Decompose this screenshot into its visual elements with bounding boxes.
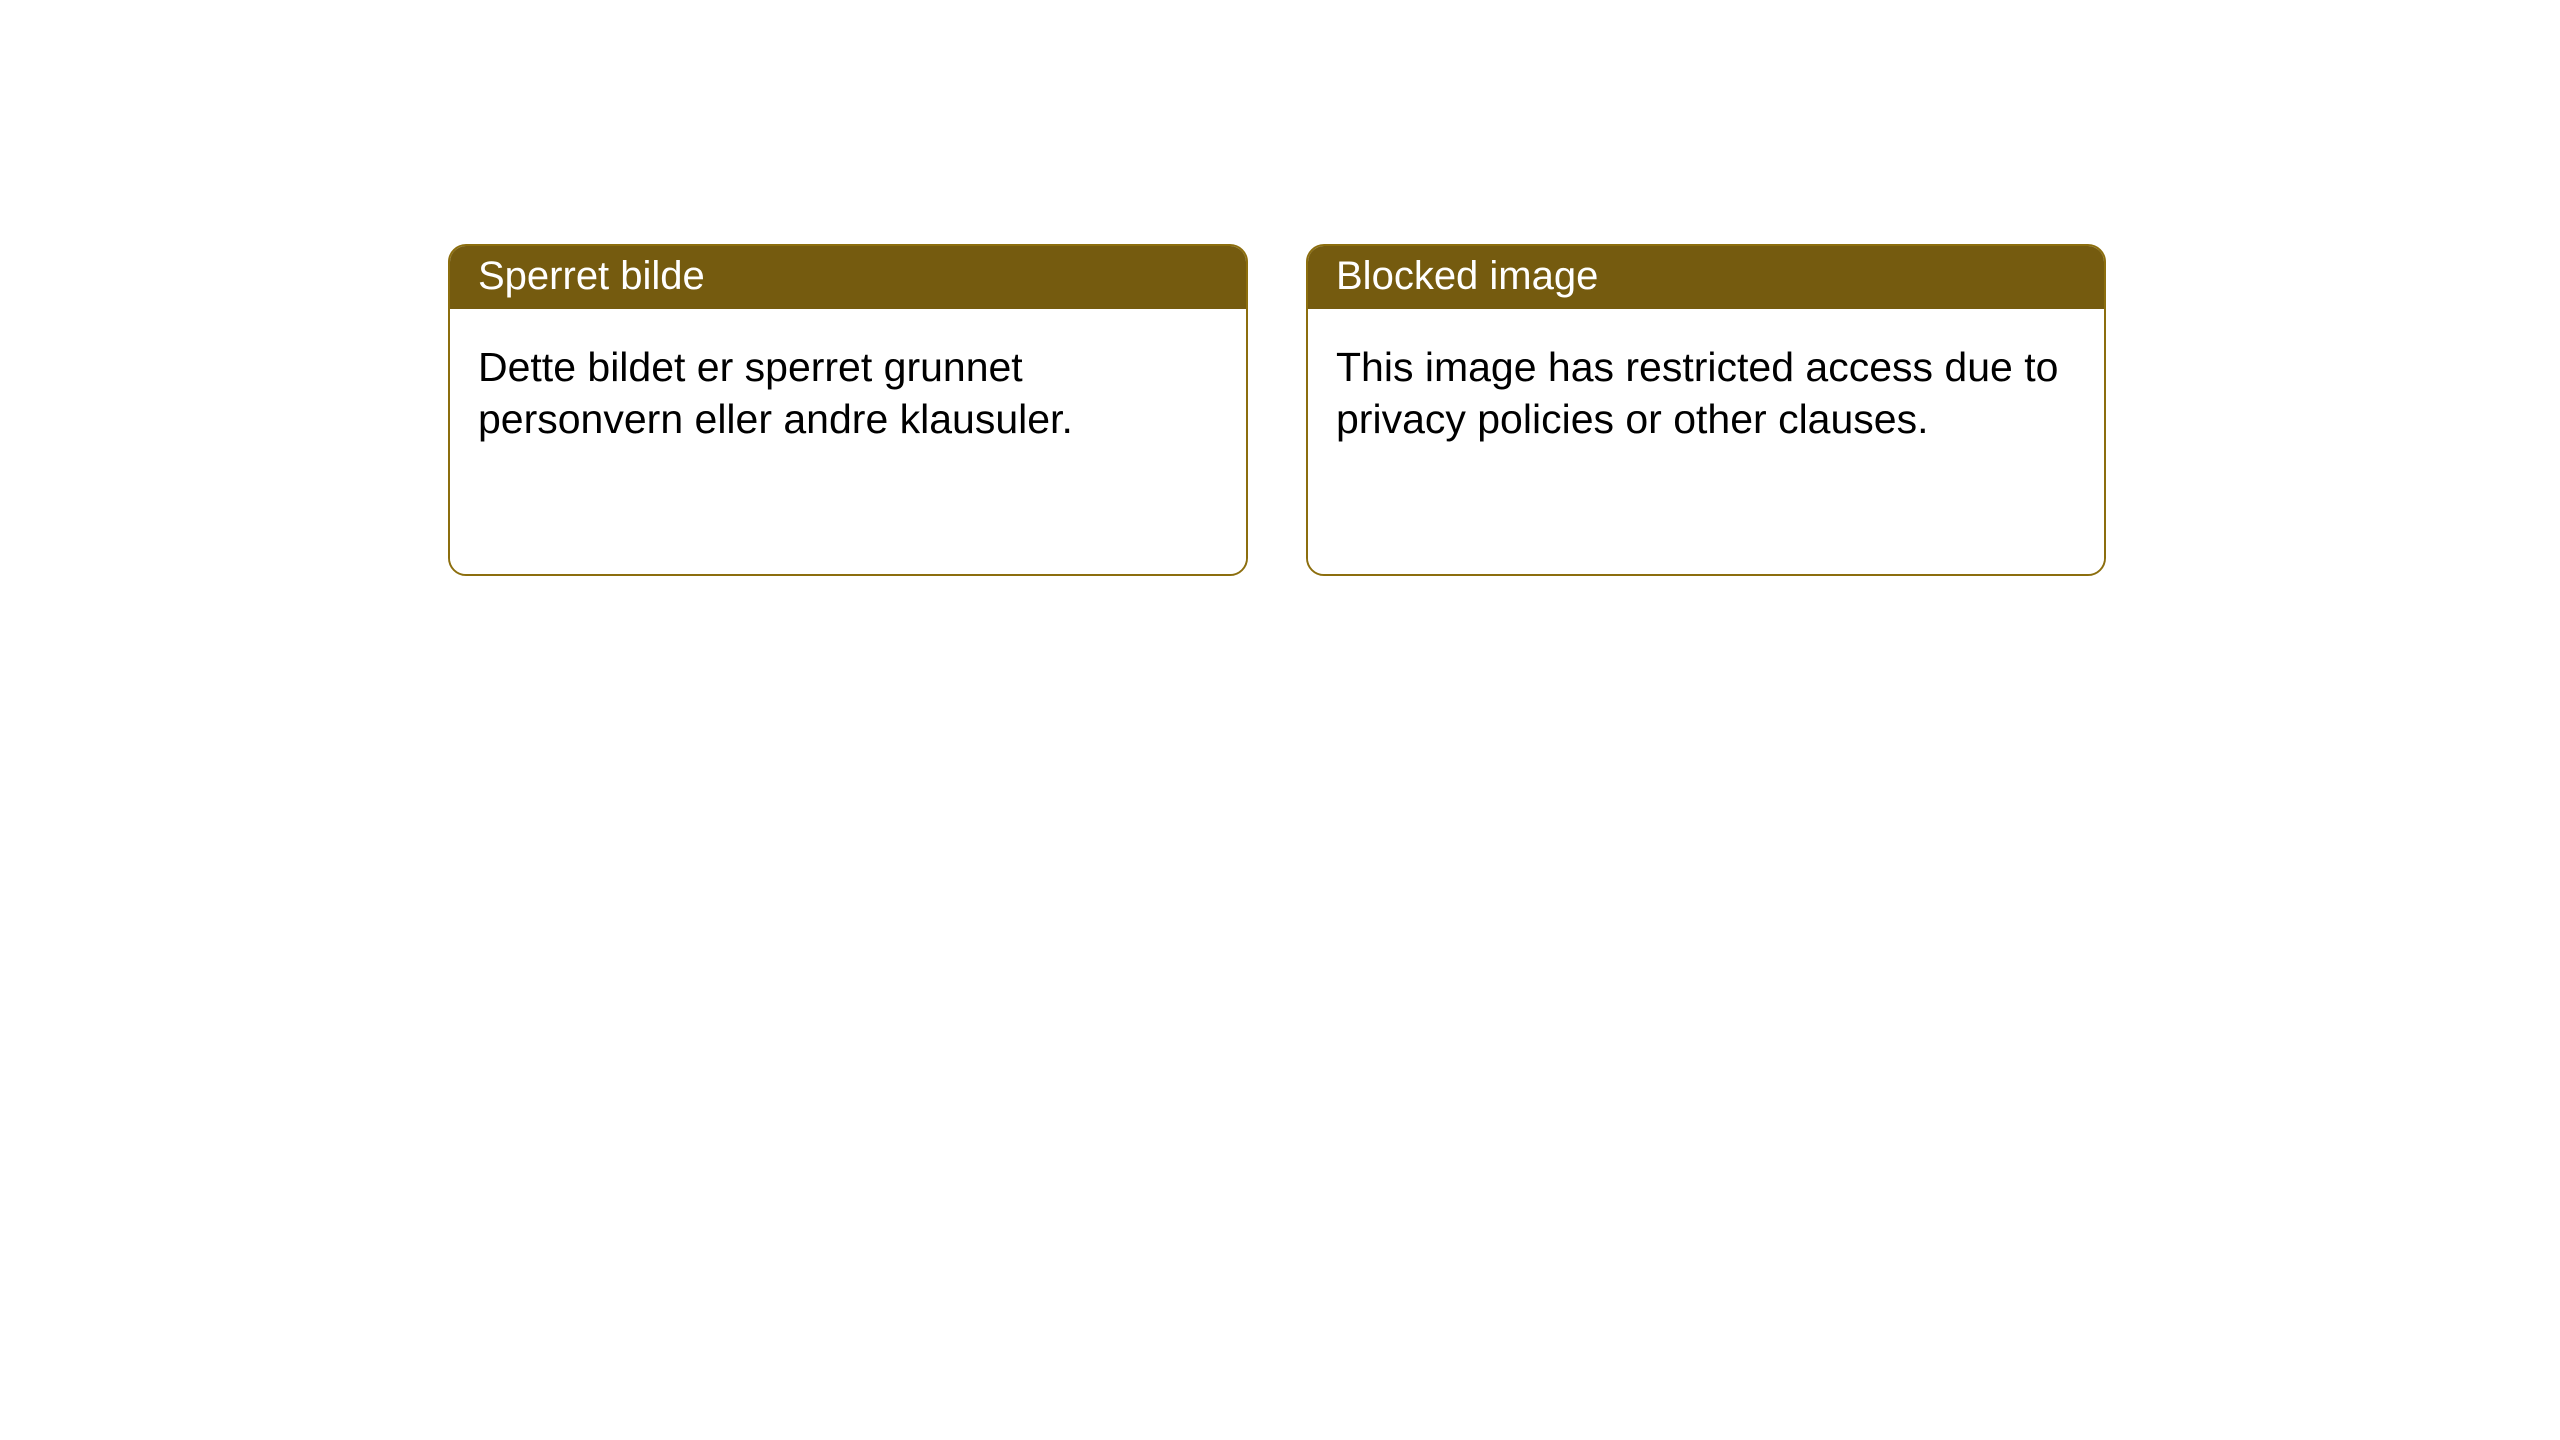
notice-body-en: This image has restricted access due to … [1308, 309, 2104, 574]
notice-card-en: Blocked image This image has restricted … [1306, 244, 2106, 576]
notice-title-no: Sperret bilde [450, 246, 1246, 309]
notice-body-no: Dette bildet er sperret grunnet personve… [450, 309, 1246, 574]
notice-title-en: Blocked image [1308, 246, 2104, 309]
notice-card-no: Sperret bilde Dette bildet er sperret gr… [448, 244, 1248, 576]
notice-container: Sperret bilde Dette bildet er sperret gr… [448, 244, 2106, 576]
